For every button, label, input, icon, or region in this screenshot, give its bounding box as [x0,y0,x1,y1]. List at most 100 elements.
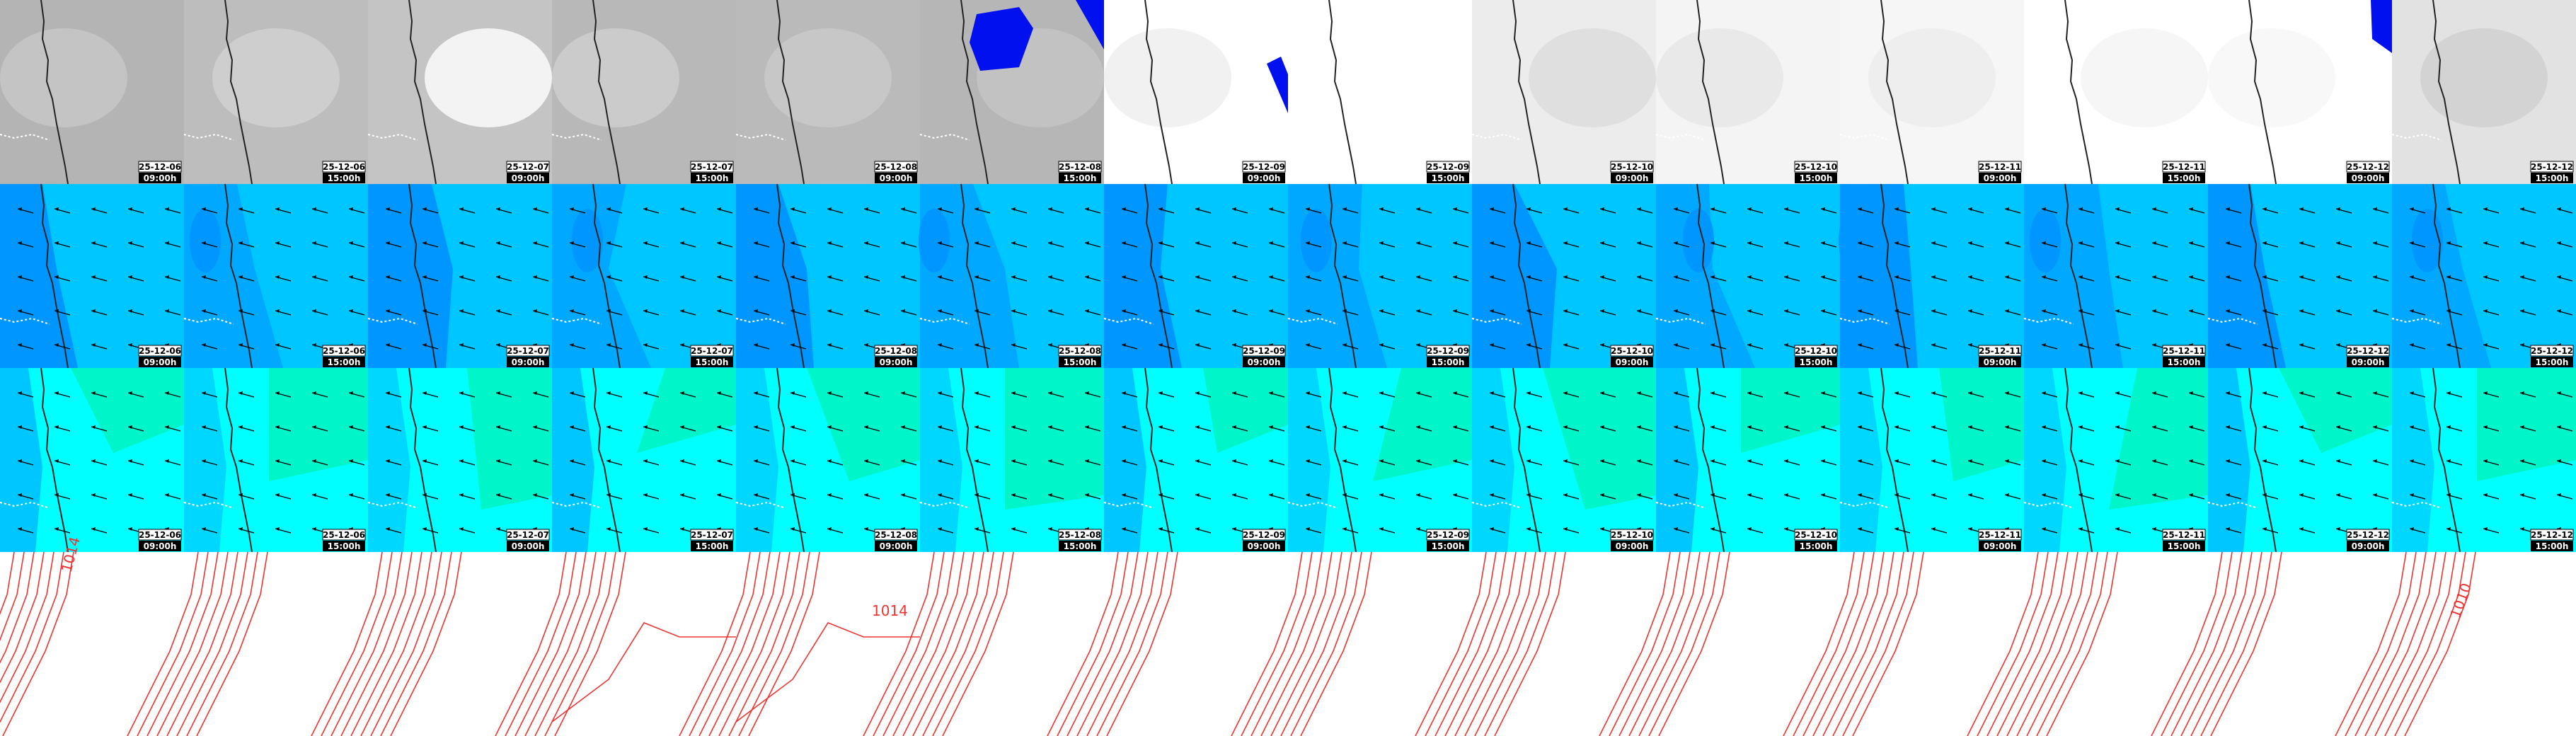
wind-arrowhead [1416,459,1420,463]
wind-arrowhead [1747,309,1752,313]
isobar [1086,551,1158,736]
coastline [1512,0,1541,185]
wind-area [1301,209,1332,272]
wind-arrowhead [18,207,22,211]
time-box [875,541,917,551]
date-box [506,161,550,173]
wind-arrowhead [2557,241,2561,245]
wind-arrowhead [2115,527,2120,531]
wind-arrowhead [18,527,22,531]
wind-arrowhead [1158,493,1163,497]
isobar [1484,551,1556,736]
wind-arrowhead [827,425,832,429]
wind-arrowhead [864,309,868,313]
wind-arrowhead [2336,241,2340,245]
isobar [1415,551,1487,736]
cloud-area [0,28,127,127]
wind-arrowhead [1342,425,1347,429]
date-label: 25-12-12 [2531,346,2573,356]
wind-arrowhead [1637,207,1641,211]
wind-arrowhead [1011,309,1016,313]
wind-arrowhead [275,275,280,279]
map-tile [679,551,920,736]
wind-area [2477,368,2576,481]
isobar [708,551,781,736]
wind-arrowhead [533,493,537,497]
isobar [0,551,25,642]
wind-arrowhead [1674,343,1678,347]
isobar [1474,551,1546,736]
wind-arrowhead [1931,309,1936,313]
wind-arrowhead [165,207,169,211]
wind-arrowhead [606,275,611,279]
isobar [873,551,945,736]
wind-area [1839,209,1870,272]
wind-arrowhead [680,241,684,245]
wind-arrowhead [533,425,537,429]
coastline [2248,183,2277,369]
date-box [2530,161,2574,173]
wind-arrowhead [459,459,464,463]
wind-arrowhead [18,343,22,347]
date-label: 25-12-10 [1795,162,1837,172]
wind-area [2109,368,2208,510]
time-label: 15:00h [1800,173,1833,183]
map-tile [863,551,1104,736]
isobar [932,551,1004,736]
wind-arrowhead [1342,493,1347,497]
wind-arrowhead [349,425,353,429]
wind-arrowhead [238,241,243,245]
wind-arrowhead [496,241,500,245]
coastline [1512,367,1541,553]
wind-arrowhead [717,207,721,211]
date-box [690,345,734,357]
wind-arrowhead [606,527,611,531]
wind-arrowhead [238,391,243,395]
coastline [1880,0,1909,185]
wind-arrowhead [1195,275,1200,279]
wind-arrowhead [864,459,868,463]
time-label: 09:00h [512,173,545,183]
wind-arrowhead [2152,309,2156,313]
tile-bg [1656,552,1840,736]
date-box [2346,345,2390,357]
wind-arrowhead [680,493,684,497]
wind-arrowhead [1710,207,1715,211]
wind-arrowhead [2299,493,2304,497]
wind-arrowhead [2557,391,2561,395]
wind-arrowhead [1048,391,1052,395]
wind-arrowhead [459,493,464,497]
wind-arrowhead [2042,241,2046,245]
wind-arrowhead [606,241,611,245]
wind-arrowhead [754,527,758,531]
wind-arrowhead [1894,275,1899,279]
isobar [2374,551,2446,736]
wind-arrowhead [1526,207,1531,211]
wind-arrowhead [2483,391,2488,395]
isobar [1822,551,1894,736]
wind-arrowhead [938,459,942,463]
time-label: 09:00h [512,357,545,367]
coastline [408,183,437,369]
wind-arrowhead [2262,275,2267,279]
wind-area [736,184,814,368]
wind-arrowhead [1894,391,1899,395]
wind-arrowhead [643,459,648,463]
date-box [690,161,734,173]
isobar [1280,551,1352,736]
map-tile [0,551,184,736]
wind-arrowhead [938,493,942,497]
tile-bg [368,552,552,736]
wind-arrowhead [2299,425,2304,429]
wind-arrowhead [2152,527,2156,531]
wind-arrowhead [18,459,22,463]
isobar [2151,551,2223,736]
isobar [922,551,994,736]
wind-arrowhead [496,275,500,279]
wind-arrowhead [1085,241,1089,245]
wind-arrowhead [2446,391,2451,395]
wind-arrowhead [1710,309,1715,313]
wind-arrowhead [1526,493,1531,497]
